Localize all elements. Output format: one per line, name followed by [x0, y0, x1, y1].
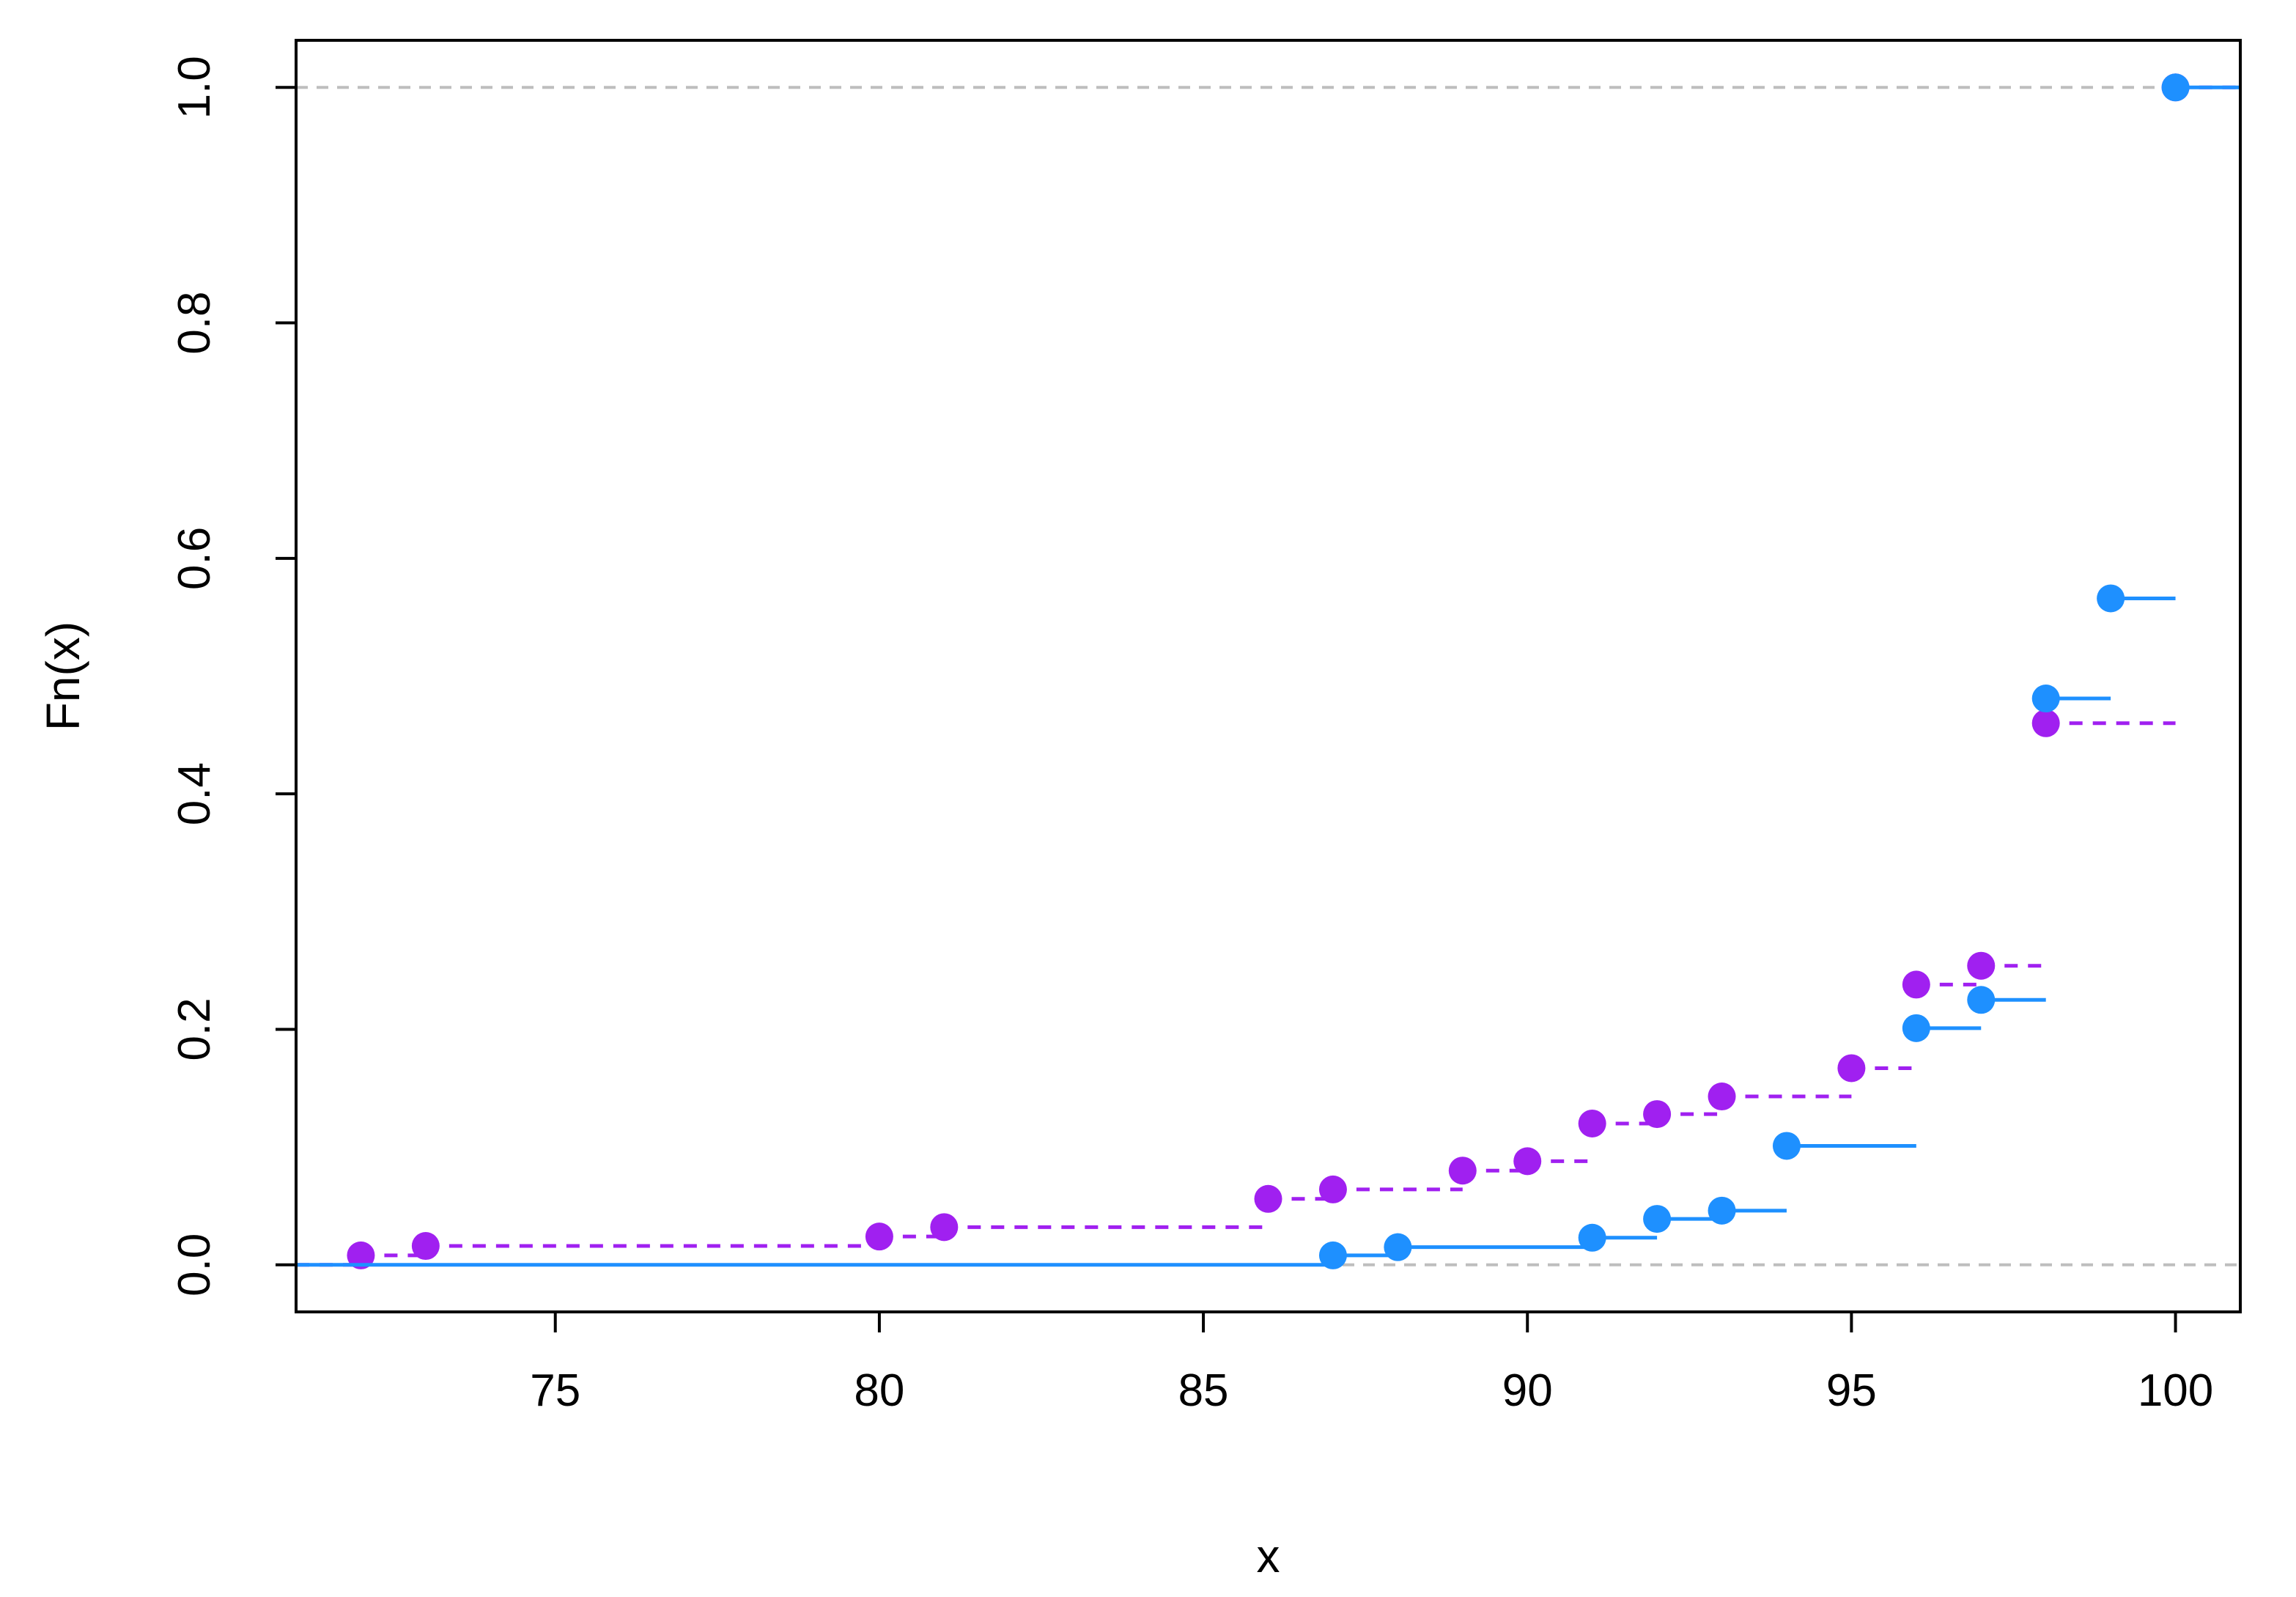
x-tick-label-4: 95 [1826, 1365, 1877, 1416]
reference-lines [296, 86, 2240, 1266]
series-0-point-10 [1708, 1083, 1736, 1111]
y-axis: 0.0 0.2 0.4 0.6 0.8 1.0 [169, 56, 296, 1297]
series-1-point-1 [1384, 1233, 1412, 1261]
series-0-point-1 [411, 1232, 440, 1261]
x-tick-label-1: 80 [854, 1365, 904, 1416]
y-tick-label-1: 0.2 [169, 997, 220, 1061]
series-0-point-6 [1448, 1157, 1477, 1185]
series-1-point-6 [1902, 1014, 1930, 1042]
series-0-point-5 [1318, 1175, 1347, 1203]
series-0-point-12 [1902, 970, 1930, 999]
series-0-point-11 [1837, 1054, 1866, 1083]
series-0-point-13 [1967, 951, 1996, 980]
series-0-point-3 [930, 1213, 959, 1242]
series-1-point-8 [2031, 685, 2060, 713]
series-1-point-5 [1772, 1132, 1801, 1160]
series-1 [296, 73, 2240, 1269]
series-0-point-7 [1513, 1147, 1542, 1176]
series-0-point-9 [1643, 1100, 1672, 1129]
series-0-point-4 [1254, 1184, 1282, 1213]
y-tick-label-0: 0.0 [169, 1233, 220, 1297]
series-1-point-0 [1318, 1241, 1347, 1269]
x-tick-label-0: 75 [530, 1365, 580, 1416]
x-tick-label-5: 100 [2138, 1365, 2213, 1416]
y-tick-label-3: 0.6 [169, 527, 220, 590]
series-1-point-4 [1708, 1196, 1736, 1225]
x-tick-label-2: 85 [1178, 1365, 1229, 1416]
y-tick-label-2: 0.4 [169, 762, 220, 825]
series-1-point-10 [2161, 73, 2190, 102]
series-1-point-3 [1643, 1205, 1672, 1233]
series-0-point-0 [347, 1241, 375, 1269]
plot-frame [295, 39, 2242, 1313]
x-tick-label-3: 90 [1502, 1365, 1553, 1416]
series-0-point-8 [1578, 1109, 1606, 1137]
series-0-point-2 [865, 1222, 893, 1251]
series-0-point-14 [2031, 709, 2060, 737]
series-layer [296, 73, 2240, 1269]
y-tick-label-5: 1.0 [169, 56, 220, 119]
y-axis-title: Fn(x) [37, 622, 89, 731]
series-1-point-9 [2097, 584, 2125, 613]
series-0 [296, 73, 2240, 1269]
series-1-point-2 [1578, 1223, 1606, 1252]
x-axis-title: x [1257, 1530, 1280, 1582]
y-tick-label-4: 0.8 [169, 291, 220, 354]
series-1-point-7 [1967, 986, 1996, 1014]
x-axis: 75 80 85 90 95 100 [530, 1312, 2213, 1416]
